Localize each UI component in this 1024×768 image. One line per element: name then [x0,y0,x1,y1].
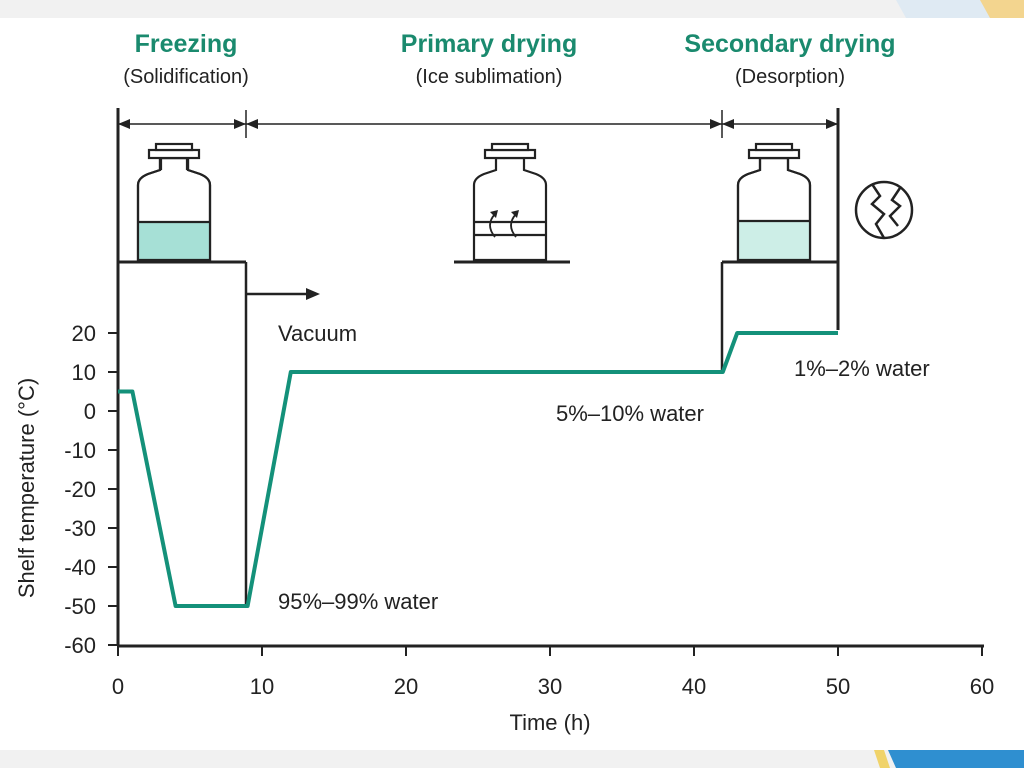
water-label-freezing: 95%–99% water [278,589,438,614]
y-tick-label: -20 [64,477,96,502]
y-tick-label: -60 [64,633,96,658]
x-tick-label: 50 [826,674,850,699]
water-label-secondary: 1%–2% water [794,356,930,381]
shelf-temperature-line [118,331,838,608]
phase-subtitle-freezing: (Solidification) [123,66,249,88]
x-tick-label: 0 [112,674,124,699]
vial-dried-icon [736,142,812,262]
y-tick-label: -10 [64,438,96,463]
vacuum-label: Vacuum [278,321,357,346]
x-tick-label: 30 [538,674,562,699]
vacuum-arrowhead [306,288,320,300]
phase-title-primary-drying: Primary drying [400,30,578,58]
y-tick-label: -50 [64,594,96,619]
y-tick-label: 10 [72,360,96,385]
vial-sublimation-icon [472,142,548,262]
x-tick-label: 40 [682,674,706,699]
water-label-primary: 5%–10% water [556,401,704,426]
vial-frozen-icon [136,142,212,262]
broken-cake-icon [854,180,914,240]
y-tick-label: 20 [72,321,96,346]
x-tick-label: 10 [250,674,274,699]
phase-subtitle-secondary-drying: (Desorption) [734,66,846,88]
bottom-band [0,750,1024,768]
x-tick-label: 60 [970,674,994,699]
phase-title-freezing: Freezing [134,30,238,58]
y-axis-label: Shelf temperature (°C) [14,378,39,598]
top-band [0,0,1024,18]
y-tick-label: -40 [64,555,96,580]
y-tick-label: -30 [64,516,96,541]
x-tick-label: 20 [394,674,418,699]
y-tick-label: 0 [84,399,96,424]
phase-arrowheads [118,119,838,129]
phase-title-secondary-drying: Secondary drying [684,30,896,58]
phase-subtitle-primary-drying: (Ice sublimation) [415,66,563,88]
x-axis-label: Time (h) [509,710,590,735]
